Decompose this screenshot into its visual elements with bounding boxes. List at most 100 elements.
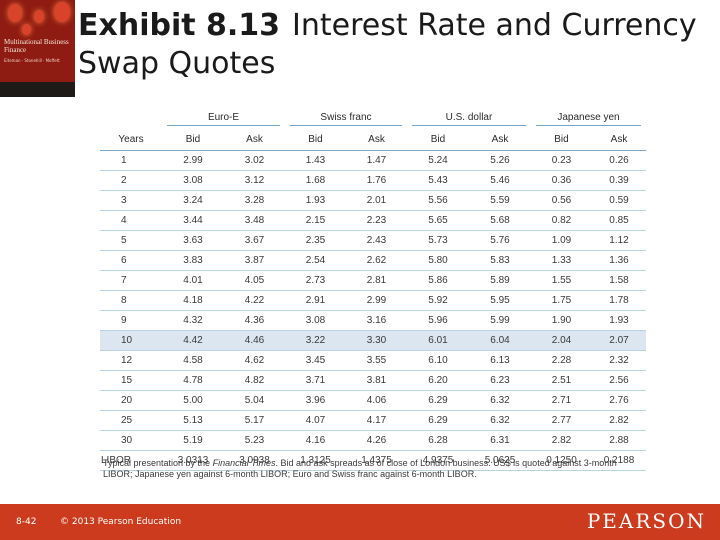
column-header: Bid [285, 129, 346, 151]
maturity-cell: LIBOR [100, 450, 162, 471]
maturity-cell: 8 [100, 290, 162, 311]
quote-cell: 6.23 [469, 370, 531, 391]
quote-cell: 5.56 [407, 190, 469, 211]
quote-cell: 6.01 [407, 330, 469, 351]
quote-cell: 5.46 [469, 170, 531, 191]
quote-cell: 2.91 [285, 290, 346, 311]
table-row: 30 5.19 5.23 4.16 4.26 6.28 6.31 2.82 2.88 [100, 430, 646, 451]
table-row: 2 3.08 3.12 1.68 1.76 5.43 5.46 0.36 0.39 [100, 170, 646, 191]
copyright-notice: © 2013 Pearson Education [60, 517, 182, 527]
quote-cell: 1.58 [592, 270, 646, 291]
quote-cell: 6.29 [407, 390, 469, 411]
quote-cell: 2.77 [531, 410, 592, 431]
quote-cell: 2.82 [531, 430, 592, 451]
quote-cell: 2.43 [346, 230, 407, 251]
maturity-cell: 25 [100, 410, 162, 431]
quote-cell: 2.88 [592, 430, 646, 451]
lantern-decoration [54, 2, 70, 22]
footnote-source: Financial Times [212, 458, 276, 468]
quote-cell: 0.2188 [592, 450, 646, 471]
quote-cell: 3.16 [346, 310, 407, 331]
quote-cell: 4.18 [162, 290, 224, 311]
quote-cell: 5.96 [407, 310, 469, 331]
quote-cell: 5.76 [469, 230, 531, 251]
group-header: Japanese yen [531, 109, 646, 129]
pearson-logo: PEARSON [586, 509, 706, 533]
quote-cell: 4.06 [346, 390, 407, 411]
quote-cell: 5.17 [224, 410, 285, 431]
swap-quotes-table: Euro-E Swiss franc U.S. dollar Japanese … [100, 109, 646, 471]
quote-cell: 5.80 [407, 250, 469, 271]
quote-cell: 0.1250 [531, 450, 592, 471]
quote-cell: 3.81 [346, 370, 407, 391]
quote-cell: 2.56 [592, 370, 646, 391]
table-row: 25 5.13 5.17 4.07 4.17 6.29 6.32 2.77 2.82 [100, 410, 646, 431]
footer-bar: 8-42 © 2013 Pearson Education PEARSON [0, 504, 720, 540]
quote-cell: 4.32 [162, 310, 224, 331]
footnote-text: . Bid and ask spreads as of close of Lon… [103, 458, 617, 479]
quote-cell: 3.30 [346, 330, 407, 351]
quote-cell: 2.35 [285, 230, 346, 251]
quote-cell: 5.99 [469, 310, 531, 331]
quote-cell: 0.56 [531, 190, 592, 211]
quote-cell: 4.9375 [407, 450, 469, 471]
quote-cell: 1.09 [531, 230, 592, 251]
maturity-cell: 15 [100, 370, 162, 391]
quote-cell: 3.08 [285, 310, 346, 331]
quote-cell: 4.22 [224, 290, 285, 311]
group-spacer [100, 109, 162, 129]
quote-cell: 5.13 [162, 410, 224, 431]
quote-cell: 4.17 [346, 410, 407, 431]
quote-cell: 5.00 [162, 390, 224, 411]
quote-cell: 3.12 [224, 170, 285, 191]
quote-cell: 5.68 [469, 210, 531, 231]
table-footnote: Typical presentation by the Financial Ti… [103, 458, 643, 480]
quote-cell: 0.39 [592, 170, 646, 191]
maturity-cell: 9 [100, 310, 162, 331]
quote-cell: 1.55 [531, 270, 592, 291]
quote-cell: 3.44 [162, 210, 224, 231]
quote-cell: 2.32 [592, 350, 646, 371]
quote-cell: 4.26 [346, 430, 407, 451]
maturity-cell: 4 [100, 210, 162, 231]
column-header: Ask [592, 129, 646, 151]
quote-cell: 4.36 [224, 310, 285, 331]
table-row: 15 4.78 4.82 3.71 3.81 6.20 6.23 2.51 2.56 [100, 370, 646, 391]
group-header: U.S. dollar [407, 109, 531, 129]
quote-cell: 5.92 [407, 290, 469, 311]
quote-cell: 1.93 [285, 190, 346, 211]
quote-cell: 1.78 [592, 290, 646, 311]
maturity-cell: 20 [100, 390, 162, 411]
quote-cell: 3.02 [224, 150, 285, 171]
quote-cell: 1.43 [285, 150, 346, 171]
column-header: Bid [162, 129, 224, 151]
quote-cell: 3.28 [224, 190, 285, 211]
slide-title: Exhibit 8.13 Interest Rate and Currency S… [78, 7, 718, 83]
cover-strip [0, 82, 75, 97]
table-row: LIBOR 3.0313 3.0938 1.3125 1.4375 4.9375 5.062… [100, 450, 646, 471]
quote-cell: 2.71 [531, 390, 592, 411]
quote-cell: 5.83 [469, 250, 531, 271]
quote-cell: 0.36 [531, 170, 592, 191]
quote-cell: 4.16 [285, 430, 346, 451]
maturity-cell: 5 [100, 230, 162, 251]
quote-cell: 6.10 [407, 350, 469, 371]
quote-cell: 2.04 [531, 330, 592, 351]
lantern-decoration [22, 24, 31, 35]
footnote-prefix: Typical presentation by the [103, 458, 213, 468]
quote-cell: 4.01 [162, 270, 224, 291]
table-row: 12 4.58 4.62 3.45 3.55 6.10 6.13 2.28 2.32 [100, 350, 646, 371]
quote-cell: 0.85 [592, 210, 646, 231]
slide-number: 8-42 [16, 517, 37, 527]
quote-cell: 0.82 [531, 210, 592, 231]
quote-cell: 5.24 [407, 150, 469, 171]
quote-cell: 5.59 [469, 190, 531, 211]
quote-cell: 2.07 [592, 330, 646, 351]
maturity-cell: 30 [100, 430, 162, 451]
cover-title: Multinational Business Finance [4, 38, 69, 54]
quote-cell: 5.19 [162, 430, 224, 451]
quote-cell: 5.65 [407, 210, 469, 231]
quote-cell: 3.71 [285, 370, 346, 391]
lantern-decoration [8, 4, 22, 22]
column-header: Ask [469, 129, 531, 151]
